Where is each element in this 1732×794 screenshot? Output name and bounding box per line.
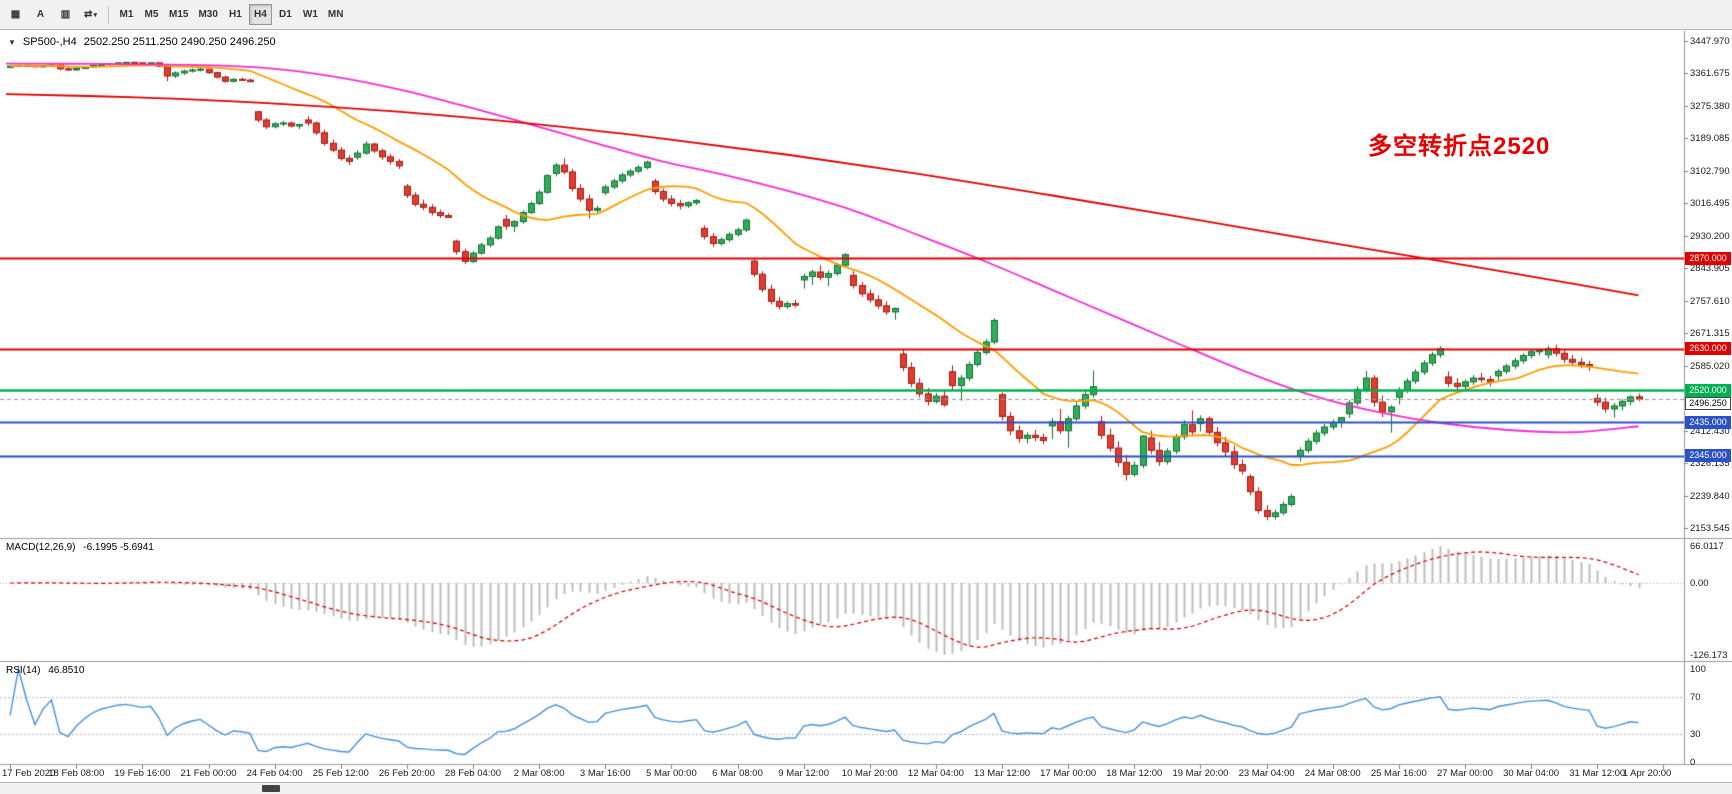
price-axis-label: 3102.790 — [1690, 165, 1730, 177]
horizontal-scrollbar[interactable] — [0, 782, 1732, 794]
price-axis-label: 2585.020 — [1690, 360, 1730, 372]
dropdown-caret-icon: ▾ — [93, 11, 97, 19]
collapse-chart-icon[interactable]: ▼ — [8, 37, 16, 47]
time-axis-label: 17 Feb 2020 — [2, 768, 56, 779]
time-axis-label: 21 Feb 00:00 — [180, 768, 237, 779]
timeframe-m30-button[interactable]: M30 — [194, 4, 221, 25]
time-axis-label: 19 Feb 16:00 — [114, 768, 171, 779]
chart-symbol-timeframe: SP500-,H4 — [22, 36, 77, 48]
toolbar-icon-group: ▦ A ▥ ⇄ ▾ — [3, 4, 103, 25]
rsi-indicator-value: 46.8510 — [48, 665, 85, 676]
macd-indicator-values: -6.1995 -5.6941 — [83, 542, 154, 553]
rsi-axis-label: 70 — [1690, 691, 1701, 703]
price-axis-label: 2412.430 — [1690, 425, 1730, 437]
rsi-axis-label: 0 — [1690, 757, 1696, 768]
time-axis-label: 18 Feb 08:00 — [48, 768, 105, 779]
time-axis-label: 31 Mar 12:00 — [1569, 768, 1626, 779]
time-axis-label: 6 Mar 08:00 — [712, 768, 763, 779]
price-axis-label: 3189.085 — [1690, 133, 1730, 145]
time-axis-label: 12 Mar 04:00 — [907, 768, 964, 779]
chart-shift-button[interactable]: ▥ — [54, 4, 77, 25]
macd-indicator-name: MACD(12,26,9) — [6, 542, 76, 553]
time-axis-label: 19 Mar 20:00 — [1172, 768, 1229, 779]
price-axis-label: 2930.200 — [1690, 230, 1730, 242]
timeframe-m5-button[interactable]: M5 — [140, 4, 163, 25]
time-axis-label: 9 Mar 12:00 — [778, 768, 830, 779]
price-axis-label: 2153.545 — [1690, 523, 1730, 534]
price-axis-label: 2326.135 — [1690, 458, 1730, 470]
macd-axis-label: -126.173 — [1690, 650, 1728, 661]
time-axis-label: 5 Mar 00:00 — [646, 768, 697, 779]
timeframe-mn-button[interactable]: MN — [324, 4, 348, 25]
level-price-label-2435: 2435.000 — [1685, 415, 1731, 429]
charts-grid-icon: ▦ — [10, 9, 21, 20]
time-axis-label: 28 Feb 04:00 — [445, 768, 502, 779]
rsi-panel-label: RSI(14) 46.8510 — [6, 665, 89, 676]
macd-axis-label: 66.0117 — [1690, 541, 1724, 552]
macd-panel-label: MACD(12,26,9) -6.1995 -5.6941 — [6, 542, 159, 553]
chart-ohlc-values: 2502.250 2511.250 2490.250 2496.250 — [83, 36, 276, 48]
charts-grid-button[interactable]: ▦ — [4, 4, 27, 25]
price-axis-label: 2239.840 — [1690, 490, 1730, 502]
cursor-button[interactable]: A — [29, 4, 52, 25]
chart-annotation-text: 多空转折点2520 — [1368, 133, 1551, 160]
time-axis-label: 30 Mar 04:00 — [1503, 768, 1560, 779]
time-axis-label: 27 Mar 00:00 — [1436, 768, 1493, 779]
level-price-label-2520: 2520.000 — [1685, 383, 1731, 397]
timeframe-d1-button[interactable]: D1 — [274, 4, 297, 25]
timeframe-cycle-icon: ⇄ — [84, 9, 93, 20]
time-axis-label: 24 Mar 08:00 — [1304, 768, 1361, 779]
chart-title-row: ▼ SP500-,H4 2502.250 2511.250 2490.250 2… — [8, 36, 276, 48]
chart-shift-icon: ▥ — [60, 9, 71, 20]
time-axis-label: 24 Feb 04:00 — [246, 768, 303, 779]
timeframe-h1-button[interactable]: H1 — [224, 4, 247, 25]
cursor-icon: A — [36, 9, 45, 20]
price-axis-label: 3447.970 — [1690, 36, 1730, 47]
time-axis-label: 13 Mar 12:00 — [974, 768, 1031, 779]
price-axis-label: 3016.495 — [1690, 198, 1730, 210]
macd-axis-label: 0.00 — [1690, 578, 1709, 589]
timeframe-m15-button[interactable]: M15 — [165, 4, 192, 25]
level-price-label-2630: 2630.000 — [1685, 342, 1731, 356]
level-price-label-2345: 2345.000 — [1685, 449, 1731, 463]
toolbar: ▦ A ▥ ⇄ ▾ M1 M5 M15 M30 H1 H4 D1 W1 MN — [0, 0, 1732, 30]
toolbar-separator — [108, 5, 109, 24]
time-axis-label: 17 Mar 00:00 — [1040, 768, 1097, 779]
price-axis-label: 3275.380 — [1690, 100, 1730, 112]
rsi-axis-label: 30 — [1690, 729, 1701, 741]
timeframe-h4-button[interactable]: H4 — [248, 4, 272, 25]
price-axis-label: 2843.905 — [1690, 263, 1730, 275]
time-axis-label: 18 Mar 12:00 — [1106, 768, 1163, 779]
timeframe-m1-button[interactable]: M1 — [115, 4, 138, 25]
time-axis-label: 1 Apr 20:00 — [1622, 768, 1672, 779]
level-price-label-2870: 2870.000 — [1685, 251, 1731, 265]
timeframe-button-group: M1 M5 M15 M30 H1 H4 D1 W1 MN — [114, 4, 348, 25]
time-axis-label: 26 Feb 20:00 — [378, 768, 435, 779]
time-axis-label: 3 Mar 16:00 — [579, 768, 631, 779]
current-price-label: 2496.250 — [1685, 396, 1731, 410]
timeframe-w1-button[interactable]: W1 — [299, 4, 322, 25]
timeframe-cycle-button[interactable]: ⇄ ▾ — [79, 4, 102, 25]
price-axis-label: 3361.675 — [1690, 68, 1730, 80]
time-axis-label: 2 Mar 08:00 — [513, 768, 565, 779]
time-axis-label: 25 Feb 12:00 — [312, 768, 369, 779]
time-axis-label: 23 Mar 04:00 — [1238, 768, 1295, 779]
rsi-axis-label: 100 — [1690, 664, 1706, 675]
time-axis-label: 10 Mar 20:00 — [841, 768, 898, 779]
time-axis-label: 25 Mar 16:00 — [1370, 768, 1427, 779]
scrollbar-thumb[interactable] — [262, 785, 280, 792]
price-axis-label: 2757.610 — [1690, 295, 1730, 307]
price-axis-label: 2671.315 — [1690, 328, 1730, 340]
rsi-indicator-name: RSI(14) — [6, 665, 41, 676]
